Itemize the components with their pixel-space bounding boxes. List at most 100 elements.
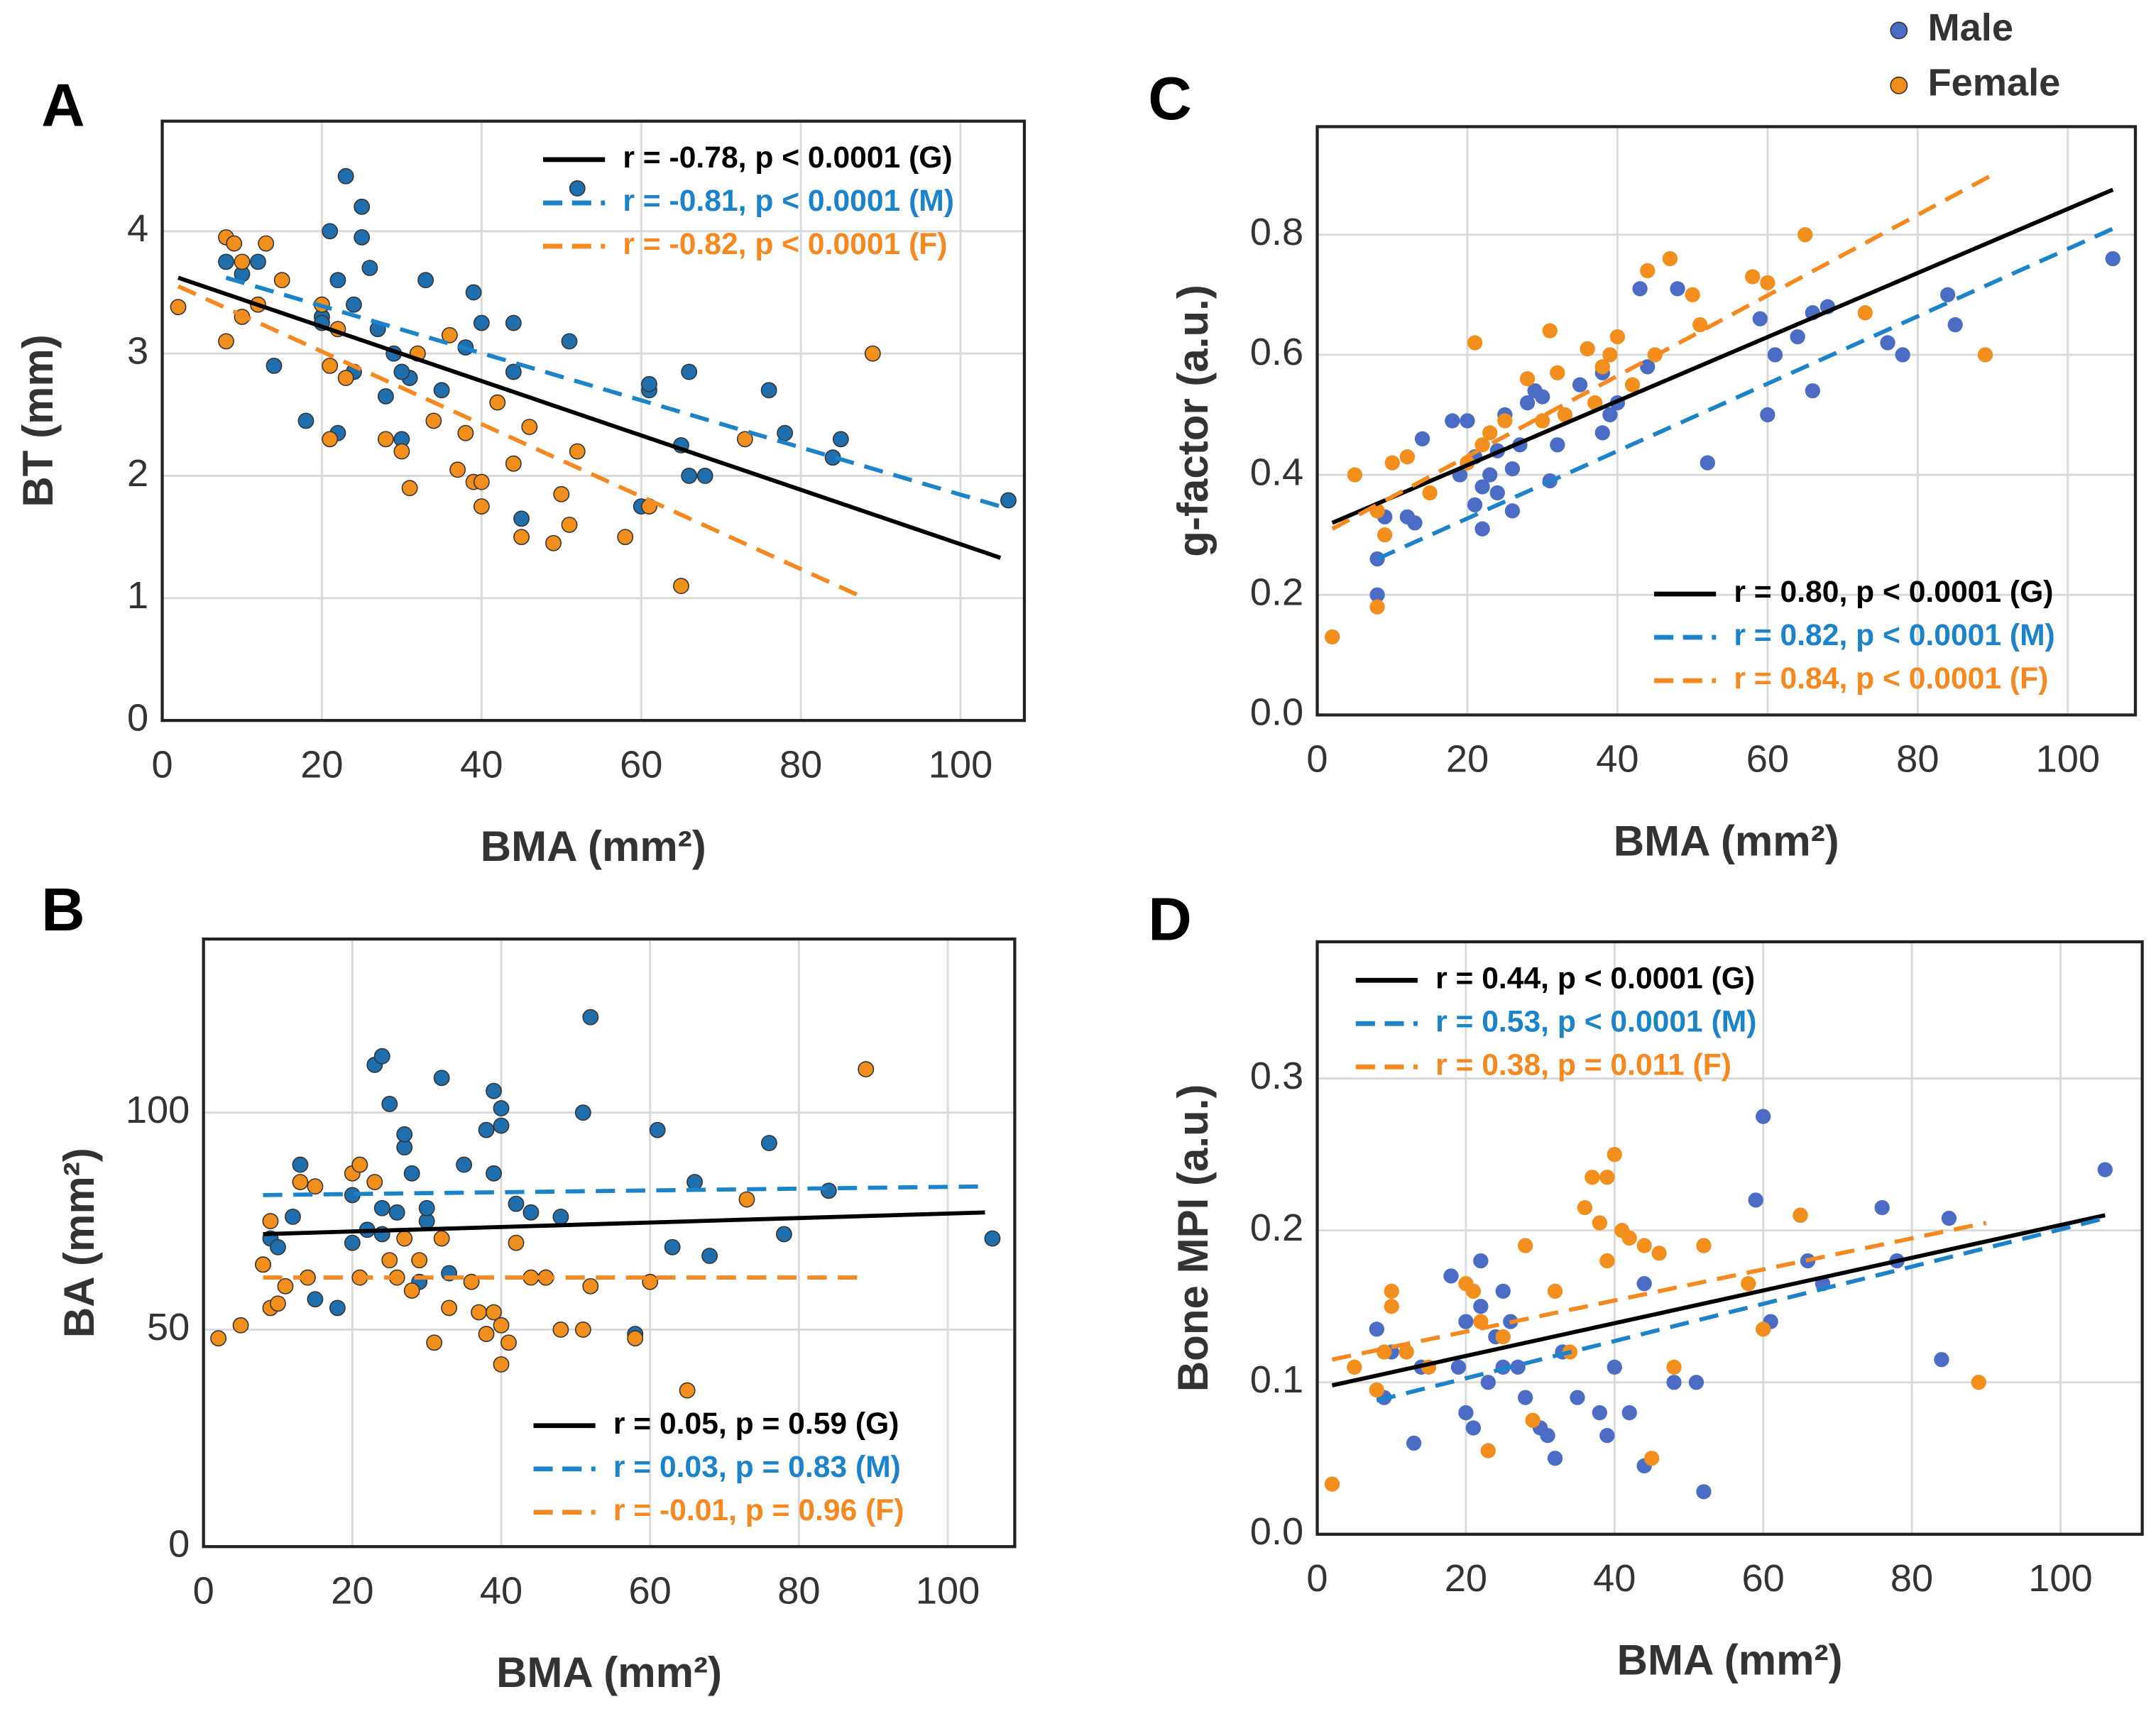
data-point xyxy=(1700,455,1715,471)
data-point xyxy=(1000,492,1017,509)
data-point xyxy=(351,1156,368,1173)
x-tick-label: 60 xyxy=(620,743,662,786)
data-point xyxy=(292,1174,309,1190)
x-tick-label: 0 xyxy=(1306,738,1328,781)
data-point xyxy=(1585,1170,1600,1185)
data-point xyxy=(561,516,578,533)
data-point xyxy=(381,1096,398,1112)
data-point xyxy=(1473,1299,1489,1314)
data-point xyxy=(210,1330,227,1347)
data-point xyxy=(561,333,578,350)
data-point xyxy=(473,314,490,331)
data-point xyxy=(366,1174,383,1190)
data-point xyxy=(1497,413,1513,429)
data-point xyxy=(418,1199,435,1216)
plot-frame xyxy=(160,119,1027,722)
data-point xyxy=(489,394,506,411)
data-point xyxy=(627,1330,644,1347)
x-tick-label: 100 xyxy=(2036,738,2100,781)
data-point xyxy=(232,1317,249,1334)
data-point xyxy=(582,1277,599,1295)
data-point xyxy=(1805,383,1820,399)
data-point xyxy=(1384,1299,1399,1314)
y-tick-label: 2 xyxy=(127,452,148,495)
y-axis-label: g-factor (a.u.) xyxy=(1169,285,1217,557)
legend-label: r = 0.05, p = 0.59 (G) xyxy=(613,1407,899,1441)
data-point xyxy=(1384,455,1400,471)
y-tick-label: 3 xyxy=(127,329,148,372)
x-axis-label: BMA (mm²) xyxy=(1617,1637,1843,1684)
x-tick-label: 80 xyxy=(1890,1557,1933,1600)
data-point xyxy=(1666,1359,1682,1375)
data-point xyxy=(270,1238,286,1255)
fit-line xyxy=(177,284,866,600)
data-point xyxy=(1474,479,1490,495)
data-point xyxy=(1369,587,1385,603)
data-point xyxy=(1369,551,1385,567)
data-point xyxy=(1640,263,1656,279)
data-point xyxy=(1767,347,1783,363)
data-point xyxy=(1599,1253,1615,1269)
data-point xyxy=(493,1117,510,1134)
data-point xyxy=(361,260,378,276)
data-point xyxy=(1422,485,1438,501)
data-point xyxy=(393,443,410,460)
data-point xyxy=(1977,347,1993,363)
data-point xyxy=(1467,497,1483,512)
data-point xyxy=(218,253,234,270)
data-point xyxy=(1550,365,1565,380)
data-point xyxy=(1443,1268,1459,1284)
data-point xyxy=(552,1321,569,1338)
y-tick-label: 0.8 xyxy=(1250,211,1303,253)
y-tick-label: 50 xyxy=(147,1306,190,1348)
data-point xyxy=(521,419,538,435)
data-point xyxy=(1547,1283,1563,1299)
data-point xyxy=(493,1317,510,1334)
data-point xyxy=(273,272,290,289)
data-point xyxy=(569,180,586,197)
data-point xyxy=(1347,1359,1362,1375)
fit-line xyxy=(1376,1216,2106,1403)
plot-frame xyxy=(1315,125,2138,717)
data-point xyxy=(441,326,458,344)
x-tick-label: 40 xyxy=(1596,738,1638,781)
data-point xyxy=(1377,527,1393,543)
data-point xyxy=(1602,347,1618,363)
data-point xyxy=(696,468,713,484)
data-point xyxy=(377,388,394,405)
panel-label: B xyxy=(41,877,85,944)
data-point xyxy=(388,1204,405,1221)
x-axis-label: BMA (mm²) xyxy=(481,823,706,870)
data-point xyxy=(1406,1435,1422,1451)
data-point xyxy=(1480,1443,1496,1458)
x-tick-label: 80 xyxy=(777,1569,820,1612)
data-point xyxy=(226,235,243,252)
data-point xyxy=(664,1238,681,1255)
data-point xyxy=(641,375,657,392)
data-point xyxy=(649,1121,666,1138)
data-point xyxy=(449,461,466,478)
data-point xyxy=(1570,1390,1585,1405)
data-point xyxy=(486,1082,502,1099)
data-point xyxy=(508,1195,525,1212)
data-point xyxy=(1621,1230,1637,1246)
plot-frame xyxy=(202,937,1017,1549)
data-point xyxy=(1752,311,1768,326)
data-point xyxy=(1756,1321,1771,1337)
data-point xyxy=(1760,407,1775,423)
data-point xyxy=(679,1382,696,1399)
y-tick-label: 0.1 xyxy=(1250,1358,1303,1401)
data-point xyxy=(1621,1405,1637,1421)
data-point xyxy=(1445,413,1460,429)
data-point xyxy=(1592,1215,1608,1231)
data-point xyxy=(1640,359,1656,375)
x-tick-label: 20 xyxy=(331,1569,373,1612)
legend-label: r = 0.44, p < 0.0001 (G) xyxy=(1435,961,1755,995)
data-point xyxy=(1692,317,1708,333)
data-point xyxy=(642,1273,659,1290)
data-point xyxy=(344,1234,361,1251)
x-tick-label: 40 xyxy=(1593,1557,1636,1600)
data-point xyxy=(1540,1427,1555,1444)
fit-line xyxy=(1331,1221,1987,1362)
